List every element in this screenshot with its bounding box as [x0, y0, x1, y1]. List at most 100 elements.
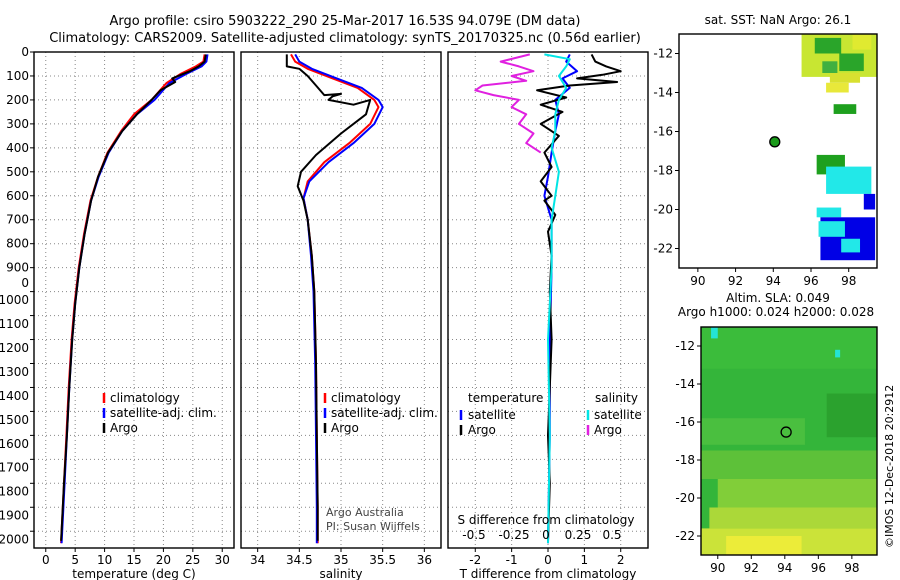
series-line-argo: [60, 54, 207, 541]
x-tick-label: 15: [126, 553, 141, 567]
sla-map-title: Altim. SLA: 0.049: [726, 291, 830, 305]
y-tick-label: 1200: [0, 341, 29, 355]
x-tick-label: -1: [506, 553, 518, 567]
sla-patch: [826, 393, 877, 438]
y-tick-label: 400: [6, 141, 29, 155]
x-axis-label: T difference from climatology: [459, 567, 637, 580]
y-tick-label: 800: [6, 237, 29, 251]
legend-label: climatology: [110, 391, 180, 405]
sla-patch: [701, 418, 805, 445]
figure-title-line2: Climatology: CARS2009. Satellite-adjuste…: [49, 31, 641, 46]
secondary-tick-label: -0.5: [462, 528, 485, 542]
series-line-satellite-adj-clim-: [294, 53, 384, 544]
series-line-climatology: [60, 54, 206, 544]
legend-label: Argo: [110, 421, 138, 435]
y-tick-label: 600: [6, 189, 29, 203]
y-tick-label: 1900: [0, 509, 29, 523]
legend-label: Argo: [468, 423, 496, 437]
sla-patch: [701, 327, 877, 369]
x-tick-label: 36: [417, 553, 432, 567]
map-y-tick-label: -20: [653, 203, 673, 217]
x-tick-label: 10: [97, 553, 112, 567]
figure-title-line1: Argo profile: csiro 5903222_290 25-Mar-2…: [110, 14, 581, 29]
y-tick-label: 1500: [0, 413, 29, 427]
map-x-tick-label: 96: [803, 274, 818, 288]
y-tick-label: 0: [21, 45, 29, 59]
legend-title-temperature: temperature: [468, 391, 543, 405]
map-y-tick-label: -12: [653, 47, 673, 61]
sst-patch: [818, 221, 845, 237]
map-y-tick-label: -16: [653, 125, 673, 139]
map-y-tick-label: -18: [653, 164, 673, 178]
credit-line: Argo Australia: [326, 506, 404, 519]
argo-location-marker: [780, 426, 792, 438]
map-y-tick-label: -16: [675, 415, 695, 429]
map-y-tick-label: -18: [675, 453, 695, 467]
sst-patch: [829, 73, 861, 83]
map-x-tick-label: 98: [841, 274, 856, 288]
sst-patch: [816, 207, 842, 218]
sla-patch: [701, 450, 877, 479]
x-tick-label: 0: [544, 553, 552, 567]
sst-patch: [863, 193, 876, 210]
y-tick-label: 1300: [0, 365, 29, 379]
y-tick-label: 300: [6, 117, 29, 131]
map-frame: [678, 33, 878, 269]
x-tick-label: 34.5: [286, 553, 313, 567]
sst-map-title: sat. SST: NaN Argo: 26.1: [705, 13, 852, 27]
legend-label: climatology: [331, 391, 401, 405]
y-tick-label: 1700: [0, 461, 29, 475]
sst-patch: [822, 61, 838, 73]
map-x-tick-label: 94: [777, 561, 792, 575]
x-tick-label: -2: [469, 553, 481, 567]
map-x-tick-label: 90: [690, 274, 705, 288]
x-tick-label: 2: [617, 553, 625, 567]
y-tick-label: 500: [6, 165, 29, 179]
sla-patch: [717, 479, 877, 508]
sst-patch: [826, 82, 849, 93]
legend-label: satellite-adj. clim.: [110, 406, 217, 420]
x-tick-label: 35.5: [369, 553, 396, 567]
map-y-tick-label: -20: [675, 491, 695, 505]
x-tick-label: 20: [156, 553, 171, 567]
y-tick-label: 900: [6, 261, 29, 275]
map-y-tick-label: -12: [675, 339, 695, 353]
map-frame: [700, 326, 878, 556]
y-tick-label: 1800: [0, 485, 29, 499]
y-tick-label: 700: [6, 213, 29, 227]
map-y-tick-label: -14: [653, 86, 673, 100]
x-tick-label: 35: [333, 553, 348, 567]
secondary-tick-label: 0.5: [602, 528, 621, 542]
legend-label: satellite: [468, 408, 516, 422]
y-tick-label: 2000: [0, 533, 29, 547]
secondary-tick-label: 0: [542, 528, 550, 542]
legend-label: Argo: [594, 423, 622, 437]
x-tick-label: 34: [250, 553, 265, 567]
argo-location-marker: [769, 136, 781, 148]
map-x-tick-label: 90: [710, 561, 725, 575]
y-tick-label: 100: [6, 69, 29, 83]
sst-patch: [826, 166, 872, 194]
salinity-panel: 34 34.5 35 35.5 36 salinity climatologysatelli…: [240, 51, 442, 580]
x-tick-label: 30: [215, 553, 230, 567]
temperature-panel: 0 5 10 15 20 25 30 temperature (deg C) 0 100 200 30…: [0, 45, 235, 580]
secondary-tick-label: -0.25: [498, 528, 529, 542]
map-y-tick-label: -14: [675, 377, 695, 391]
x-tick-label: 0: [42, 553, 50, 567]
legend-label: satellite: [594, 408, 642, 422]
sla-patch: [709, 507, 877, 529]
difference-panel: -2 -1 0 1 2T difference from climatology temp…: [447, 51, 649, 580]
secondary-axis-label: S difference from climatology: [458, 513, 635, 527]
sst-patch: [833, 104, 857, 114]
sst-patch: [814, 37, 842, 54]
y-tick-label: 1600: [0, 437, 29, 451]
x-axis-label: temperature (deg C): [72, 567, 195, 580]
map-x-tick-label: 98: [844, 561, 859, 575]
sla-patch: [726, 536, 802, 555]
sla-map-panel: 90 92 94 96 98 -12 -14 -16 -18 -20 -22 Altim. SLA: …: [675, 291, 878, 575]
map-y-tick-label: -22: [675, 529, 695, 543]
credit-line: PI: Susan Wijffels: [326, 520, 420, 533]
y-tick-label: 1400: [0, 389, 29, 403]
sla-patch: [835, 349, 841, 358]
